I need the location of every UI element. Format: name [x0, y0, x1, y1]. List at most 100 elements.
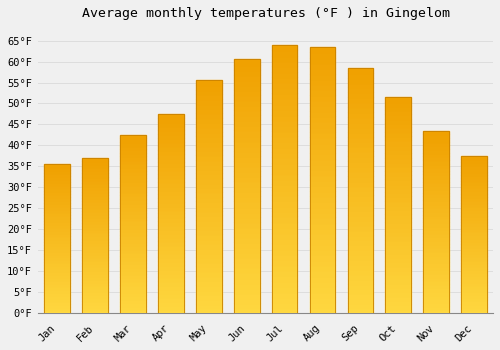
Bar: [272, 72, 297, 77]
Bar: [386, 192, 411, 196]
Bar: [310, 297, 336, 302]
Bar: [310, 116, 336, 121]
Bar: [386, 304, 411, 309]
Bar: [120, 242, 146, 245]
Bar: [196, 211, 222, 215]
Bar: [272, 50, 297, 56]
Bar: [386, 283, 411, 287]
Bar: [272, 82, 297, 88]
Bar: [82, 161, 108, 164]
Bar: [158, 158, 184, 162]
Bar: [44, 259, 70, 262]
Bar: [120, 309, 146, 313]
Bar: [272, 141, 297, 147]
Bar: [82, 208, 108, 211]
Bar: [44, 236, 70, 239]
Bar: [461, 279, 487, 282]
Bar: [44, 173, 70, 176]
Bar: [348, 205, 374, 210]
Bar: [386, 274, 411, 279]
Bar: [196, 85, 222, 90]
Bar: [158, 170, 184, 174]
Bar: [461, 216, 487, 219]
Bar: [196, 201, 222, 206]
Bar: [158, 225, 184, 229]
Bar: [310, 265, 336, 271]
Bar: [196, 99, 222, 104]
Bar: [386, 158, 411, 162]
Bar: [461, 297, 487, 300]
Bar: [424, 149, 449, 153]
Bar: [424, 276, 449, 280]
Bar: [44, 164, 70, 313]
Bar: [424, 269, 449, 273]
Bar: [424, 244, 449, 247]
Bar: [196, 206, 222, 211]
Bar: [234, 257, 260, 262]
Bar: [196, 197, 222, 201]
Bar: [461, 219, 487, 222]
Bar: [234, 131, 260, 135]
Bar: [234, 222, 260, 227]
Bar: [82, 220, 108, 223]
Bar: [234, 288, 260, 293]
Bar: [120, 210, 146, 213]
Bar: [348, 284, 374, 288]
Bar: [348, 249, 374, 254]
Bar: [234, 156, 260, 161]
Bar: [424, 225, 449, 229]
Bar: [158, 257, 184, 261]
Bar: [310, 238, 336, 244]
Bar: [272, 292, 297, 297]
Bar: [234, 100, 260, 105]
Bar: [461, 159, 487, 162]
Bar: [424, 189, 449, 193]
Bar: [158, 285, 184, 289]
Bar: [272, 195, 297, 200]
Bar: [44, 289, 70, 292]
Bar: [386, 248, 411, 253]
Bar: [348, 298, 374, 303]
Bar: [158, 114, 184, 313]
Bar: [386, 106, 411, 110]
Bar: [82, 192, 108, 195]
Bar: [120, 228, 146, 231]
Bar: [234, 298, 260, 303]
Bar: [424, 178, 449, 182]
Bar: [158, 293, 184, 297]
Bar: [272, 222, 297, 227]
Bar: [386, 231, 411, 235]
Bar: [120, 139, 146, 142]
Bar: [44, 197, 70, 200]
Bar: [386, 235, 411, 240]
Bar: [234, 267, 260, 272]
Bar: [82, 217, 108, 220]
Bar: [461, 162, 487, 165]
Bar: [82, 307, 108, 310]
Bar: [348, 210, 374, 215]
Bar: [310, 100, 336, 105]
Bar: [386, 183, 411, 188]
Bar: [424, 247, 449, 251]
Bar: [82, 236, 108, 239]
Bar: [234, 60, 260, 64]
Bar: [196, 239, 222, 243]
Bar: [272, 302, 297, 308]
Bar: [310, 292, 336, 297]
Bar: [82, 189, 108, 192]
Bar: [196, 169, 222, 174]
Bar: [234, 242, 260, 247]
Bar: [386, 218, 411, 222]
Bar: [461, 178, 487, 181]
Bar: [82, 174, 108, 176]
Bar: [82, 288, 108, 291]
Bar: [272, 88, 297, 93]
Bar: [348, 132, 374, 136]
Bar: [44, 215, 70, 218]
Bar: [158, 222, 184, 225]
Bar: [158, 305, 184, 309]
Bar: [234, 303, 260, 308]
Bar: [196, 118, 222, 122]
Bar: [310, 159, 336, 164]
Bar: [272, 265, 297, 270]
